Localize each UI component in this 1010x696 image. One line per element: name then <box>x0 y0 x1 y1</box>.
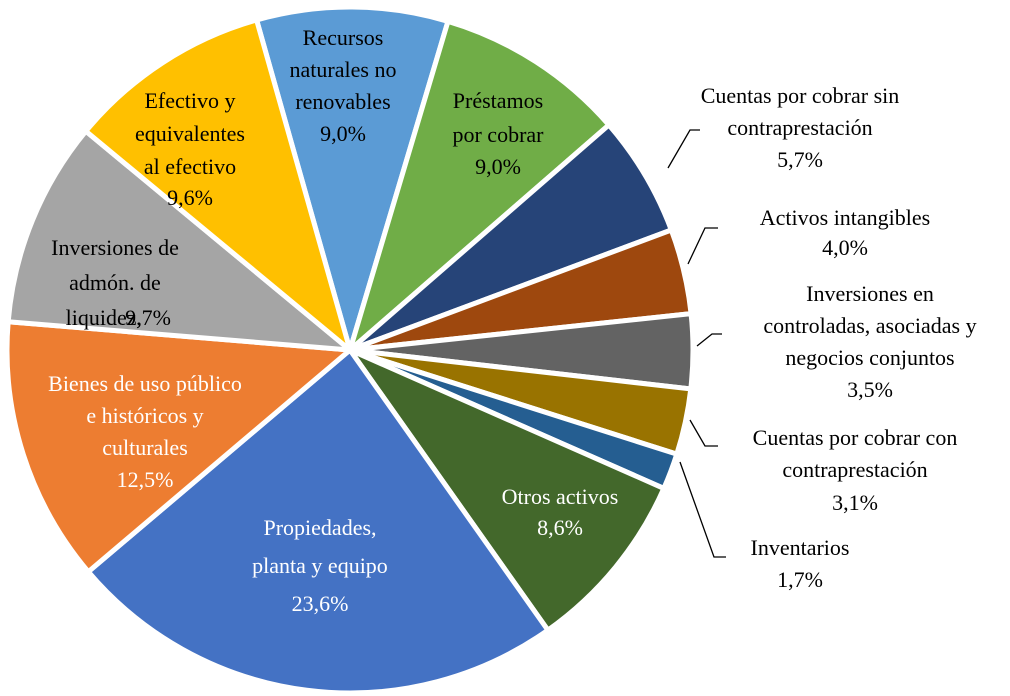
slice-label: Recursos naturales no renovables <box>290 25 397 114</box>
value-label: 3,1% <box>832 490 878 515</box>
slice-label: Bienes de uso público e históricos y cultu… <box>48 371 242 460</box>
slice-label: Préstamos por cobrar <box>452 88 544 147</box>
value-label: 9,0% <box>475 154 521 179</box>
value-label: 5,7% <box>777 147 823 172</box>
slice-label: Activos intangibles <box>760 205 930 230</box>
slice-label: Propiedades, planta y equipo <box>252 515 388 578</box>
slice-label: Efectivo y equivalentes al efectivo <box>135 88 245 179</box>
slice-label: Inversiones de admón. de liquidez, <box>51 235 179 330</box>
pie-slice <box>5 127 358 354</box>
pie-slice <box>4 319 357 576</box>
pie-slice <box>253 4 452 359</box>
leader-line <box>687 227 718 265</box>
value-label: 9,6% <box>167 185 213 210</box>
value-label: 12,5% <box>117 467 174 492</box>
slice-label: Inventarios <box>751 535 850 560</box>
pie-slice <box>345 18 613 358</box>
pie-slice <box>342 344 668 634</box>
leader-line <box>689 419 718 447</box>
value-label: 9,7% <box>125 305 171 330</box>
slice-label: Cuentas por cobrar sin contraprestación <box>701 83 900 140</box>
leader-line <box>667 129 700 169</box>
value-label: 23,6% <box>292 591 349 616</box>
leader-line <box>679 461 726 558</box>
value-label: 4,0% <box>822 235 868 260</box>
value-label: 3,5% <box>847 377 893 402</box>
value-label: 9,0% <box>320 121 366 146</box>
slice-label: Inversiones en controladas, asociadas y ne… <box>763 281 976 370</box>
leader-line <box>696 333 722 347</box>
value-label: 1,7% <box>777 567 823 592</box>
value-label: 8,6% <box>537 515 583 540</box>
pie-slice <box>84 346 552 696</box>
slice-label: Otros activos <box>502 484 619 509</box>
pie-slice <box>82 16 355 358</box>
slice-label: Cuentas por cobrar con contraprestación <box>753 425 958 482</box>
